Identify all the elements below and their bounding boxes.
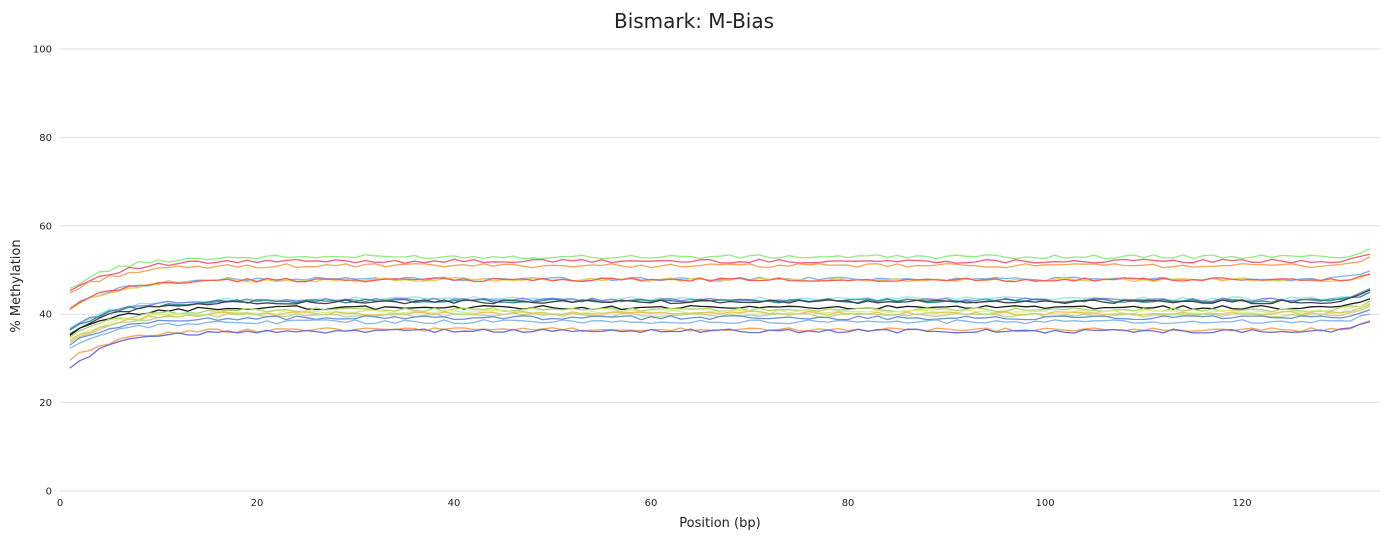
series-line: [69, 253, 1371, 292]
series-line: [69, 303, 1371, 342]
y-tick-label: 40: [39, 310, 52, 321]
y-tick-label: 80: [39, 133, 52, 144]
y-tick-label: 60: [39, 221, 52, 232]
x-tick-label: 0: [57, 498, 63, 509]
x-tick-label: 40: [448, 498, 461, 509]
series-line: [69, 248, 1371, 290]
y-axis-label: % Methylation: [9, 239, 24, 332]
y-tick-label: 100: [33, 45, 52, 56]
series-line: [69, 302, 1371, 340]
x-tick-label: 80: [842, 498, 855, 509]
series-layer: [69, 248, 1371, 369]
series-line: [69, 309, 1371, 346]
series-line: [69, 321, 1371, 369]
series-line: [69, 313, 1371, 349]
series-line: [69, 256, 1371, 294]
series-line: [69, 273, 1371, 310]
series-line: [69, 291, 1371, 331]
y-tick-label: 20: [39, 398, 52, 409]
series-line: [69, 320, 1371, 361]
series-line: [69, 272, 1371, 311]
x-tick-label: 60: [645, 498, 658, 509]
series-line: [69, 298, 1371, 336]
grid-layer: [60, 48, 1380, 492]
x-tick-label: 20: [251, 498, 264, 509]
chart-title: Bismark: M-Bias: [614, 9, 774, 33]
tick-layer: 0 20 40 60 80 100 0 20 40 60 80 100 120: [33, 45, 1252, 510]
x-tick-label: 120: [1233, 498, 1252, 509]
x-tick-label: 100: [1036, 498, 1055, 509]
x-axis-label: Position (bp): [679, 516, 760, 531]
y-tick-label: 0: [46, 487, 52, 498]
series-line: [69, 289, 1371, 335]
